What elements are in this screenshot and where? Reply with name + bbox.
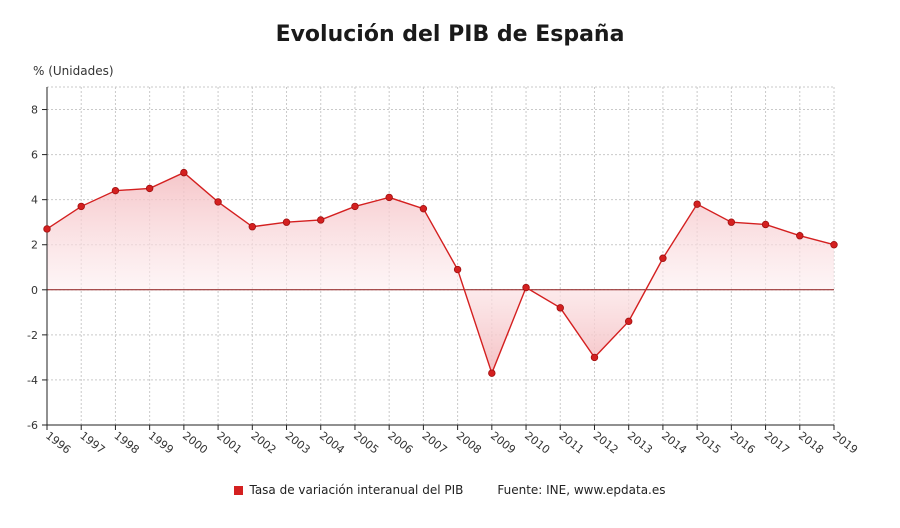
x-tick-label: 2014: [659, 429, 689, 456]
data-point: [727, 218, 736, 226]
y-tick-label: -4: [27, 374, 38, 387]
source-note: Fuente: INE, www.epdata.es: [497, 483, 666, 497]
x-tick-label: 2009: [488, 429, 518, 456]
legend: Tasa de variación interanual del PIB Fuen…: [0, 483, 900, 497]
x-tick-label: 2006: [385, 429, 415, 456]
y-axis-label: % (Unidades): [33, 64, 114, 78]
data-point: [453, 265, 462, 274]
x-tick-label: 1997: [77, 429, 107, 456]
x-tick-label: 2012: [591, 429, 621, 456]
data-point: [488, 369, 496, 377]
x-tick-label: 2001: [214, 429, 244, 456]
series-points: [43, 168, 838, 377]
chart-title: Evolución del PIB de España: [275, 22, 625, 47]
data-point: [214, 198, 222, 206]
x-tick-label: 2017: [762, 429, 792, 456]
x-tick-label: 2005: [351, 429, 381, 456]
x-tick-label: 2000: [180, 429, 210, 456]
x-tick-label: 2013: [625, 429, 655, 456]
data-point: [282, 218, 291, 226]
x-tick-label: 2011: [556, 429, 586, 456]
data-point: [761, 220, 770, 229]
x-tick-label: 2008: [454, 429, 484, 456]
area-fill: [47, 172, 834, 374]
data-point: [385, 193, 393, 202]
x-tick-label: 1996: [43, 429, 73, 456]
data-point: [351, 202, 359, 211]
y-tick-label: 2: [31, 239, 38, 252]
x-tick-label: 1999: [146, 429, 176, 456]
area-positive: [47, 172, 834, 289]
x-tick-label: 2016: [728, 429, 758, 456]
x-tick-label: 2002: [248, 429, 278, 456]
legend-swatch: [234, 486, 244, 495]
y-tick-label: 4: [31, 194, 38, 207]
data-point: [624, 317, 633, 326]
data-point: [77, 202, 85, 211]
data-point: [43, 225, 51, 233]
x-tick-label: 2019: [830, 429, 860, 456]
x-tick-label: 1998: [112, 429, 142, 456]
data-point: [693, 200, 701, 208]
data-point: [522, 283, 530, 292]
series-line: [46, 171, 835, 376]
data-point: [830, 241, 838, 249]
data-point: [796, 232, 804, 240]
y-tick-labels: -6 -4 -2 0 2 4 6 8: [27, 104, 38, 432]
data-point: [180, 168, 188, 177]
y-tick-label: 6: [31, 149, 38, 162]
y-tick-label: 8: [31, 104, 38, 117]
data-point: [248, 223, 257, 231]
axes: [42, 87, 835, 430]
data-point: [590, 353, 599, 362]
data-point: [419, 204, 428, 213]
data-point: [659, 254, 667, 262]
x-tick-label: 2004: [317, 429, 347, 456]
y-tick-label: -2: [27, 329, 38, 342]
data-point: [145, 184, 154, 193]
x-tick-label: 2003: [283, 429, 313, 456]
x-tick-labels: 1996 1997 1998 1999 2000 2001 2002 2003 2004 2005…: [43, 429, 860, 456]
x-tick-label: 2010: [522, 429, 552, 456]
x-tick-label: 2015: [693, 429, 723, 456]
y-tick-label: 0: [31, 284, 38, 297]
series-line-path: [46, 171, 835, 376]
legend-label: Tasa de variación interanual del PIB: [249, 483, 464, 497]
x-tick-label: 2007: [420, 429, 450, 456]
x-tick-label: 2018: [796, 429, 826, 456]
data-point: [556, 304, 564, 312]
data-point: [111, 186, 120, 195]
data-point: [317, 216, 325, 224]
y-tick-label: -6: [27, 419, 38, 432]
